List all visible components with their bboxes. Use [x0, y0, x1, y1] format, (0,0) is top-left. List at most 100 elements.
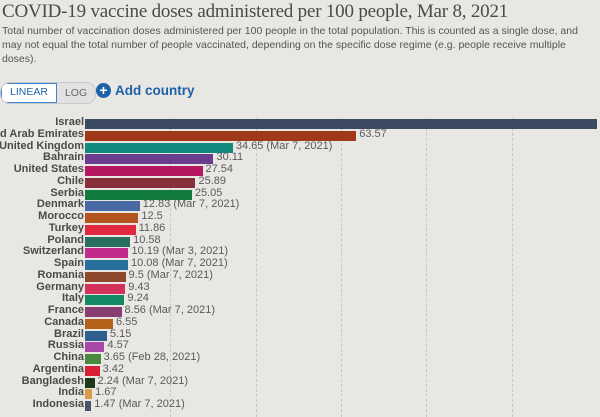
value-label: 1.47 (Mar 7, 2021)	[94, 398, 185, 410]
country-label: Bahrain	[43, 151, 84, 164]
country-label: Italy	[61, 292, 84, 305]
chart-subtitle-line-1: Total number of vaccination doses admini…	[2, 25, 558, 37]
bar-row[interactable]: Israel	[0, 116, 600, 130]
bar[interactable]	[85, 154, 214, 165]
bar[interactable]	[85, 260, 128, 270]
chart-title: COVID-19 vaccine doses administered per …	[2, 1, 509, 22]
value-label: 11.86	[138, 221, 166, 234]
bar-row[interactable]: India 1.67	[0, 386, 600, 400]
log-scale-button[interactable]: LOG	[64, 87, 88, 99]
value-label: 8.56 (Mar 7, 2021)	[124, 304, 216, 316]
bar-row[interactable]: Serbia 25.05	[0, 186, 600, 201]
scale-toggle[interactable]: LINEAR LOG	[0, 82, 97, 104]
bar[interactable]	[85, 271, 126, 282]
bar-row[interactable]: Argentina 3.42	[0, 362, 600, 377]
bar-row[interactable]: Turkey 11.86	[0, 221, 600, 236]
bar-row[interactable]: Poland 10.58	[0, 233, 600, 248]
bar[interactable]	[85, 377, 95, 388]
value-label: 63.57	[359, 127, 387, 140]
gridline	[341, 118, 342, 417]
country-label: Russia	[47, 339, 84, 352]
bar[interactable]	[85, 354, 101, 364]
bar[interactable]	[85, 248, 129, 259]
value-label: 10.08 (Mar 7, 2021)	[131, 257, 228, 269]
bar-row[interactable]: Bahrain 30.11	[0, 151, 600, 165]
bar[interactable]	[85, 342, 105, 353]
value-label: 3.65 (Feb 28, 2021)	[103, 351, 201, 363]
bar-row[interactable]: Germany 9.43	[0, 280, 600, 295]
bar[interactable]	[85, 236, 131, 247]
linear-scale-button[interactable]: LINEAR	[1, 83, 57, 103]
country-label: Brazil	[54, 327, 84, 340]
bar-row[interactable]: United States 27.54	[0, 163, 600, 177]
country-label: Canada	[44, 315, 84, 328]
bar-row[interactable]: Romania 9.5 (Mar 7, 2021)	[0, 268, 600, 283]
chart-subtitle-line-2: and may not equal the total number of pe…	[2, 25, 578, 51]
bar-row[interactable]: Morocco 12.5	[0, 210, 600, 224]
bar[interactable]	[85, 389, 93, 400]
value-label: 5.15	[109, 327, 132, 340]
bar-row[interactable]: Spain 10.08 (Mar 7, 2021)	[0, 257, 600, 271]
bar[interactable]	[85, 283, 126, 294]
bar-row[interactable]: Denmark 12.83 (Mar 7, 2021)	[0, 198, 600, 212]
country-label: United Kingdom	[0, 139, 84, 152]
bar-row[interactable]: United Arab Emirates 63.57	[0, 127, 600, 142]
bar-row[interactable]: France 8.56 (Mar 7, 2021)	[0, 304, 600, 318]
bar[interactable]	[85, 295, 125, 306]
chart-subtitle: Total number of vaccination doses admini…	[2, 24, 596, 66]
value-label: 27.54	[205, 163, 234, 175]
country-label: Indonesia	[32, 398, 84, 410]
value-label: 10.58	[133, 233, 161, 246]
value-label: 30.11	[216, 151, 244, 164]
add-country-button[interactable]: + Add country	[96, 83, 195, 98]
bar[interactable]	[85, 201, 140, 212]
value-label: 9.5 (Mar 7, 2021)	[128, 268, 213, 281]
value-label: 10.19 (Mar 3, 2021)	[131, 245, 229, 258]
value-label: 9.24	[127, 292, 149, 305]
bar[interactable]	[85, 166, 203, 176]
bar[interactable]	[85, 307, 122, 317]
gridline	[426, 118, 428, 417]
country-label: Morocco	[38, 210, 84, 222]
country-label: Germany	[36, 280, 84, 293]
bar-row[interactable]: Italy 9.24	[0, 292, 600, 306]
country-label: Bangladesh	[21, 374, 84, 387]
country-label: Switzerland	[22, 245, 84, 258]
country-label: United States	[13, 163, 84, 175]
country-label: Serbia	[50, 186, 84, 199]
country-label: United Arab Emirates	[0, 127, 84, 140]
bar[interactable]	[85, 330, 107, 341]
value-label: 3.42	[102, 362, 124, 375]
bar[interactable]	[85, 365, 100, 376]
value-label: 25.05	[194, 186, 223, 199]
value-label: 34.65 (Mar 7, 2021)	[235, 139, 333, 152]
bar[interactable]	[85, 224, 136, 235]
bar[interactable]	[85, 177, 196, 188]
bar[interactable]	[85, 142, 233, 153]
bar-row[interactable]: Brazil 5.15	[0, 327, 600, 342]
bar[interactable]	[85, 318, 113, 329]
country-label: France	[47, 304, 84, 316]
bar-row[interactable]: Indonesia 1.47 (Mar 7, 2021)	[0, 398, 600, 412]
country-label: Argentina	[32, 362, 84, 375]
bar[interactable]	[85, 401, 92, 411]
bar-row[interactable]: China 3.65 (Feb 28, 2021)	[0, 351, 600, 365]
value-label: 25.89	[198, 174, 226, 187]
value-label: 12.83 (Mar 7, 2021)	[142, 198, 240, 211]
add-country-label: Add country	[115, 83, 195, 98]
bar[interactable]	[85, 213, 139, 223]
bar-row[interactable]: Chile 25.89	[0, 174, 600, 189]
bar-row[interactable]: Bangladesh 2.24 (Mar 7, 2021)	[0, 374, 600, 389]
bar[interactable]	[85, 130, 357, 141]
bar[interactable]	[85, 119, 597, 129]
bar-row[interactable]: United Kingdom 34.65 (Mar 7, 2021)	[0, 139, 600, 154]
bar-row[interactable]: Russia 4.57	[0, 339, 600, 353]
bar[interactable]	[85, 189, 192, 200]
bar-row[interactable]: Switzerland 10.19 (Mar 3, 2021)	[0, 245, 600, 259]
value-label: 4.57	[107, 339, 129, 352]
country-label: India	[58, 386, 84, 399]
country-label: Chile	[57, 174, 84, 187]
country-label: Poland	[47, 233, 84, 246]
bar-row[interactable]: Canada 6.55	[0, 315, 600, 330]
